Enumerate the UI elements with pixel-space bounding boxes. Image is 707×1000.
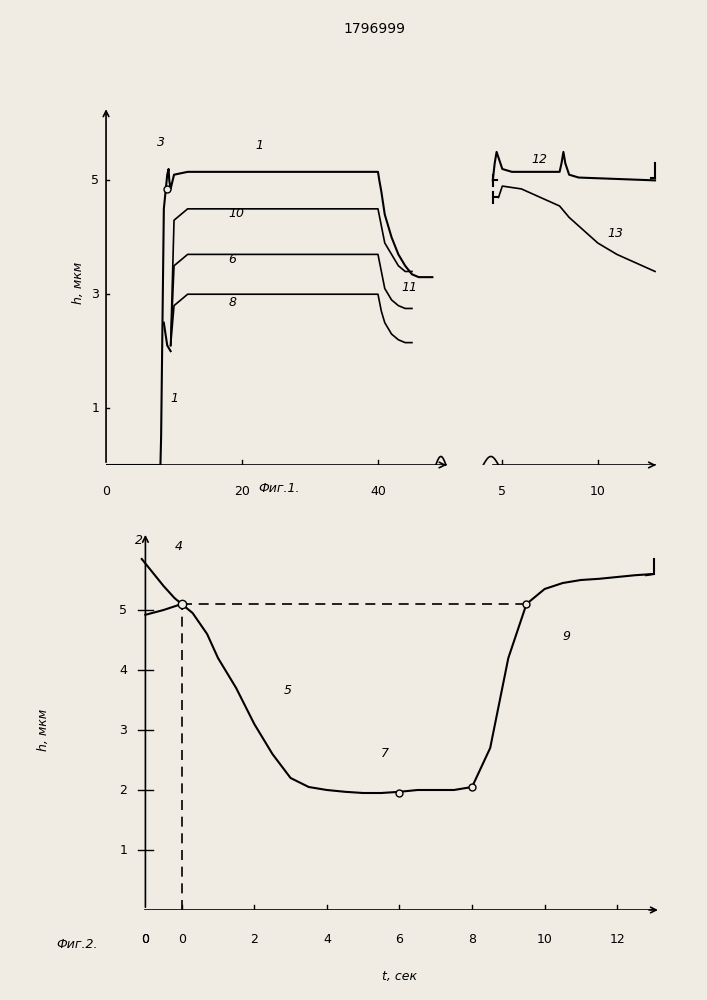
Text: 1: 1 — [256, 139, 264, 152]
Text: 2: 2 — [134, 534, 143, 547]
Text: 11: 11 — [402, 281, 418, 294]
Text: t, мин.: t, мин. — [529, 519, 571, 532]
Text: 6: 6 — [395, 933, 404, 946]
Text: 0: 0 — [102, 485, 110, 498]
Text: 10: 10 — [590, 485, 606, 498]
Text: 0: 0 — [141, 933, 149, 946]
Text: 3: 3 — [119, 724, 127, 736]
Text: 9: 9 — [563, 630, 571, 643]
Text: 40: 40 — [370, 485, 386, 498]
Text: 1: 1 — [170, 392, 179, 405]
Text: 1: 1 — [91, 402, 99, 415]
Text: 5: 5 — [284, 684, 291, 697]
Text: 7: 7 — [381, 747, 390, 760]
Text: 10: 10 — [228, 207, 245, 220]
Text: 6: 6 — [228, 253, 236, 266]
Text: 4: 4 — [323, 933, 331, 946]
Text: 1796999: 1796999 — [344, 22, 406, 36]
Text: 8: 8 — [468, 933, 476, 946]
Text: 20: 20 — [234, 485, 250, 498]
Text: 0: 0 — [141, 933, 149, 946]
Text: 13: 13 — [607, 227, 624, 240]
Text: 10: 10 — [537, 933, 553, 946]
Text: 5: 5 — [91, 174, 99, 187]
Text: 5: 5 — [119, 603, 127, 616]
Text: Фиг.1.: Фиг.1. — [259, 482, 300, 495]
Text: Фиг.2.: Фиг.2. — [57, 938, 98, 951]
Text: 2: 2 — [250, 933, 258, 946]
Text: 8: 8 — [228, 296, 236, 309]
Text: t, сек: t, сек — [382, 970, 417, 983]
Text: 2: 2 — [119, 784, 127, 796]
Text: h, мкм: h, мкм — [37, 709, 50, 751]
Text: 12: 12 — [609, 933, 625, 946]
Text: 12: 12 — [531, 153, 547, 166]
Text: 4: 4 — [119, 664, 127, 676]
Text: t, сек: t, сек — [252, 519, 287, 532]
Text: 3: 3 — [157, 136, 165, 149]
Text: 0: 0 — [177, 933, 186, 946]
Text: h, мкм: h, мкм — [72, 262, 86, 304]
Text: 1: 1 — [119, 844, 127, 856]
Text: 3: 3 — [91, 288, 99, 301]
Text: 4: 4 — [175, 540, 182, 553]
Text: 5: 5 — [498, 485, 506, 498]
